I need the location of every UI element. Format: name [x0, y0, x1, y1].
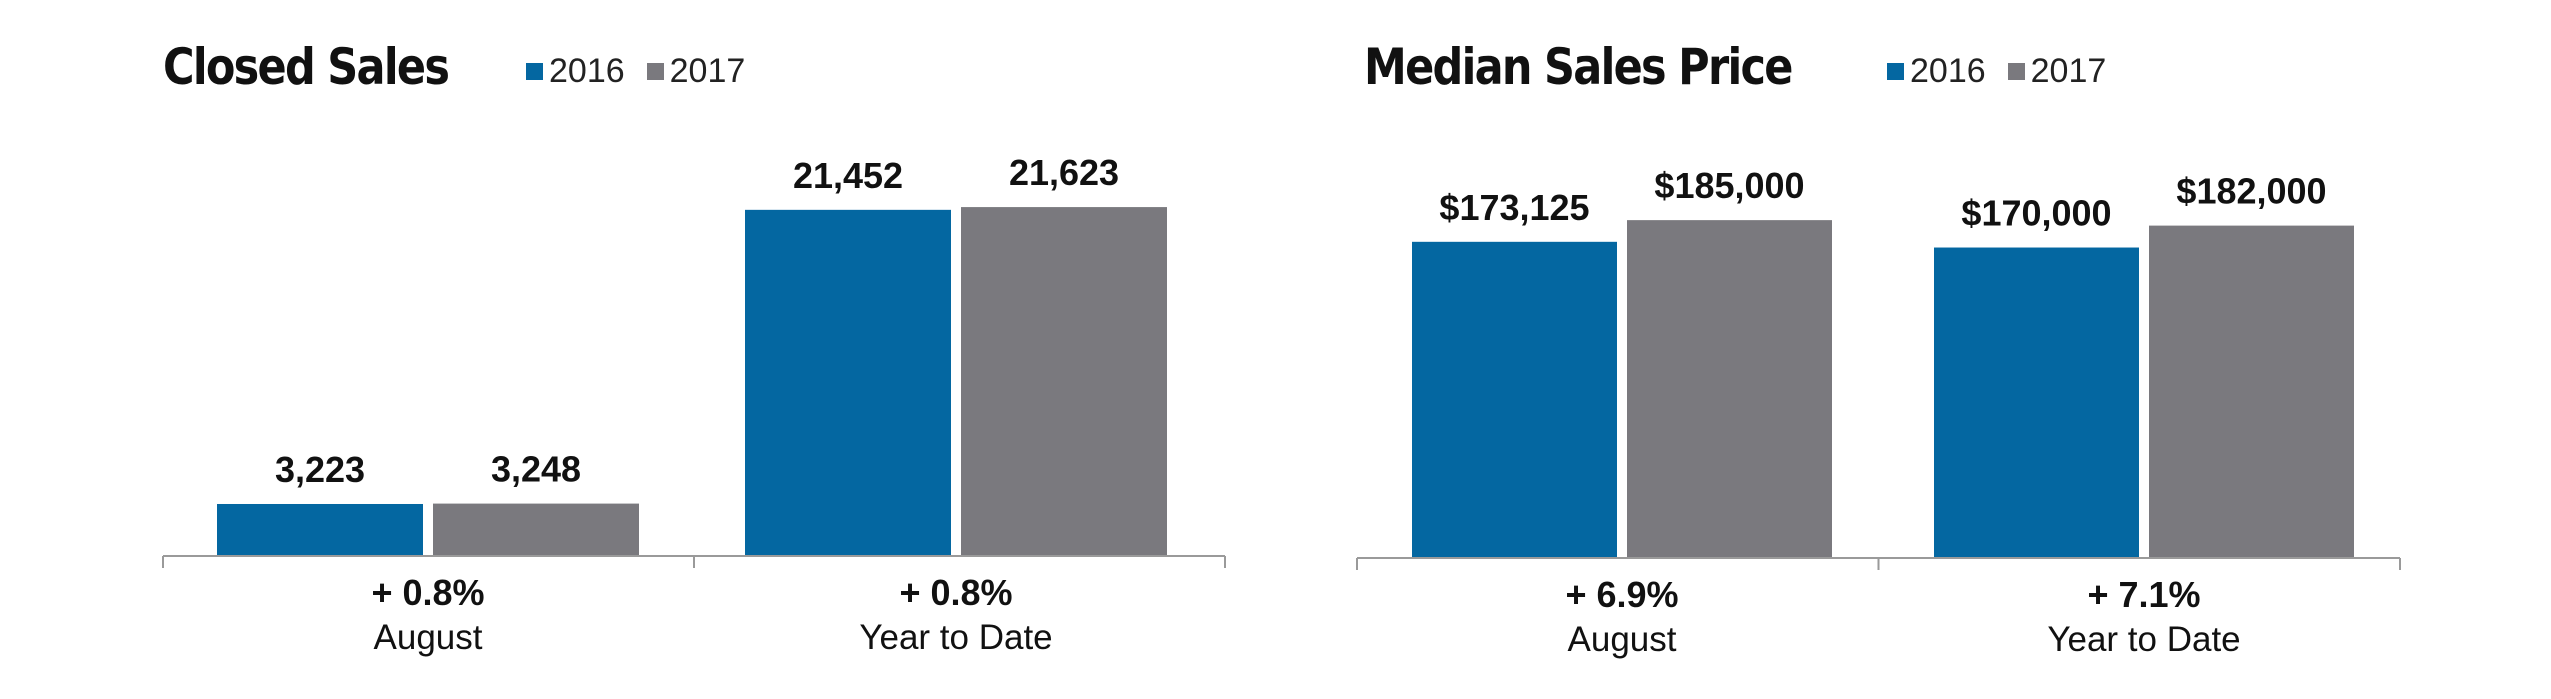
- bar-2017: [433, 503, 639, 556]
- closed-sales-panel: Closed Sales 2016 2017 3,223 3,248 + 0.8% A…: [162, 38, 1226, 657]
- legend-swatch-2016: [1887, 63, 1904, 80]
- change-label: + 0.8%: [899, 572, 1012, 613]
- median-sales-price-panel: Median Sales Price 2016 2017 $173,125 $18…: [1276, 0, 2551, 699]
- chart-title: Median Sales Price: [1364, 38, 1793, 96]
- median-sales-price-chart: $173,125 $185,000 + 6.9% August $170,000 $182…: [1356, 165, 2401, 659]
- legend-label-2017: 2017: [2030, 52, 2107, 90]
- change-label: + 7.1%: [2087, 574, 2200, 615]
- bar-2017: [961, 207, 1167, 556]
- legend-label-2016: 2016: [549, 52, 625, 90]
- data-label: 3,223: [275, 449, 365, 490]
- closed-sales-chart: 3,223 3,248 + 0.8% August 21,452 21,623 + 0.8%…: [162, 152, 1226, 657]
- data-label: 21,623: [1009, 152, 1119, 193]
- legend-item-2017: 2017: [646, 52, 746, 91]
- legend-swatch-2017: [2007, 63, 2025, 80]
- data-label: $170,000: [1961, 193, 2111, 234]
- legend-item-2017: 2017: [2007, 52, 2107, 91]
- category-label: Year to Date: [2047, 620, 2240, 659]
- bar-2017: [1627, 220, 1832, 558]
- data-label: $173,125: [1439, 187, 1589, 228]
- bar-2016: [217, 503, 423, 556]
- legend-item-2016: 2016: [1887, 52, 1986, 91]
- legend-swatch-2016: [526, 63, 543, 80]
- data-label: 3,248: [491, 449, 581, 490]
- legend: 2016 2017: [526, 52, 767, 91]
- legend: 2016 2017: [1887, 52, 2128, 91]
- data-label: $182,000: [2176, 171, 2326, 212]
- legend-item-2016: 2016: [526, 52, 625, 91]
- change-label: + 0.8%: [371, 572, 484, 613]
- bar-2016: [745, 209, 951, 557]
- bar-2016: [1412, 241, 1617, 558]
- category-label: August: [374, 618, 483, 657]
- bar-2017: [2149, 225, 2354, 558]
- category-label: August: [1568, 620, 1677, 659]
- chart-title: Closed Sales: [163, 38, 450, 96]
- legend-swatch-2017: [646, 63, 664, 80]
- legend-label-2016: 2016: [1910, 52, 1986, 90]
- data-label: $185,000: [1654, 165, 1804, 206]
- category-label: Year to Date: [859, 618, 1052, 657]
- change-label: + 6.9%: [1565, 574, 1678, 615]
- legend-label-2017: 2017: [669, 52, 746, 90]
- data-label: 21,452: [793, 155, 903, 196]
- bar-2016: [1934, 247, 2139, 559]
